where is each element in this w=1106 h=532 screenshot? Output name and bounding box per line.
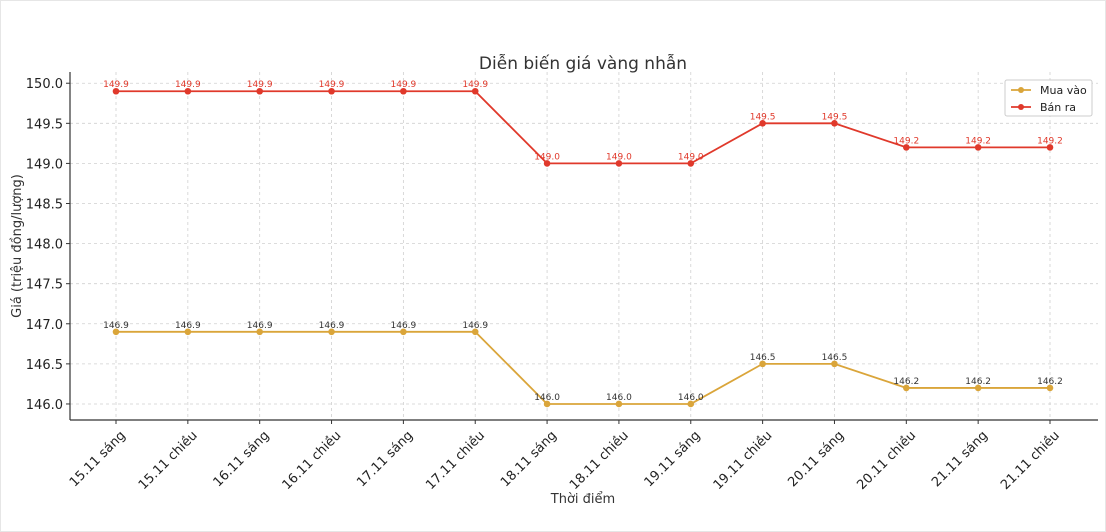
data-point: [328, 328, 335, 336]
data-point: [615, 160, 623, 167]
x-tick-label: 20.11 sáng: [785, 428, 847, 490]
data-label: 149.2: [893, 136, 919, 146]
chart-title: Diễn biến giá vàng nhẫn: [479, 53, 687, 74]
legend-label: Mua vào: [1040, 84, 1087, 97]
y-axis-label: Giá (triệu đồng/lượng): [10, 174, 25, 318]
data-point: [471, 328, 479, 336]
data-label: 149.2: [965, 136, 991, 146]
y-tick-label: 148.5: [26, 198, 63, 213]
data-label: 149.2: [1037, 136, 1063, 146]
x-tick-label: 17.11 sáng: [354, 428, 416, 490]
data-point: [759, 120, 766, 127]
data-point: [974, 384, 982, 392]
data-point: [831, 360, 838, 368]
data-label: 149.9: [462, 80, 488, 90]
x-axis-label: Thời điểm: [550, 492, 615, 507]
data-point: [184, 87, 192, 95]
data-point: [400, 87, 407, 95]
data-point: [256, 87, 263, 95]
series-line: [116, 330, 1050, 405]
data-point: [543, 400, 551, 408]
data-label: 146.0: [534, 393, 560, 403]
legend-marker: [1018, 87, 1024, 93]
x-tick-label: 21.11 sáng: [929, 428, 991, 490]
data-point: [112, 87, 120, 95]
data-label: 149.5: [822, 112, 848, 122]
data-point: [400, 328, 407, 336]
data-label: 149.9: [103, 80, 129, 90]
legend-label: Bán ra: [1040, 101, 1076, 114]
data-label: 146.0: [678, 393, 704, 403]
y-tick-label: 148.0: [26, 238, 63, 253]
y-tick-label: 149.5: [26, 117, 63, 132]
data-label: 146.9: [462, 321, 488, 331]
data-label: 149.9: [247, 80, 273, 90]
data-point: [831, 120, 838, 127]
x-tick-label: 15.11 chiều: [136, 428, 201, 493]
data-point: [112, 328, 120, 336]
y-tick-label: 147.0: [26, 318, 63, 333]
data-point: [184, 328, 192, 336]
x-tick-label: 16.11 chiều: [280, 428, 345, 493]
data-point: [256, 328, 263, 336]
y-tick-label: 149.0: [26, 157, 63, 172]
data-label: 149.5: [750, 112, 776, 122]
data-point: [471, 87, 479, 95]
data-label: 149.9: [175, 80, 201, 90]
data-label: 149.0: [534, 152, 560, 162]
x-tick-label: 15.11 sáng: [67, 428, 129, 490]
data-point: [687, 160, 695, 167]
data-label: 146.0: [606, 393, 632, 403]
data-label: 146.9: [247, 321, 273, 331]
data-point: [543, 160, 551, 167]
data-label: 146.9: [391, 321, 417, 331]
data-label: 149.0: [678, 152, 704, 162]
data-label: 146.2: [965, 377, 991, 387]
data-point: [328, 87, 335, 95]
legend-marker: [1018, 104, 1024, 110]
y-tick-label: 146.0: [26, 398, 63, 413]
x-tick-label: 19.11 chiều: [711, 428, 776, 493]
data-point: [759, 360, 766, 368]
data-point: [903, 144, 910, 151]
x-tick-label: 19.11 sáng: [642, 428, 704, 490]
data-point: [903, 384, 910, 392]
x-tick-label: 20.11 chiều: [854, 428, 919, 493]
data-label: 146.9: [103, 321, 129, 331]
data-label: 149.9: [391, 80, 417, 90]
data-label: 146.9: [175, 321, 201, 331]
y-tick-label: 147.5: [26, 278, 63, 293]
x-tick-label: 18.11 chiều: [567, 428, 632, 493]
y-tick-label: 146.5: [26, 358, 63, 373]
x-tick-label: 21.11 chiều: [998, 428, 1063, 493]
data-label: 149.0: [606, 152, 632, 162]
data-point: [974, 144, 982, 151]
x-tick-label: 18.11 sáng: [498, 428, 560, 490]
data-point: [687, 400, 695, 408]
data-label: 146.5: [822, 353, 848, 363]
data-label: 146.5: [750, 353, 776, 363]
x-tick-label: 17.11 chiều: [423, 428, 488, 493]
data-label: 146.2: [1037, 377, 1063, 387]
data-point: [1046, 384, 1054, 392]
series-line: [116, 90, 1050, 165]
data-point: [1046, 144, 1054, 151]
data-label: 149.9: [319, 80, 345, 90]
y-tick-label: 150.0: [26, 77, 63, 92]
x-tick-label: 16.11 sáng: [211, 428, 273, 490]
data-label: 146.2: [893, 377, 919, 387]
data-label: 146.9: [319, 321, 345, 331]
data-point: [615, 400, 623, 408]
